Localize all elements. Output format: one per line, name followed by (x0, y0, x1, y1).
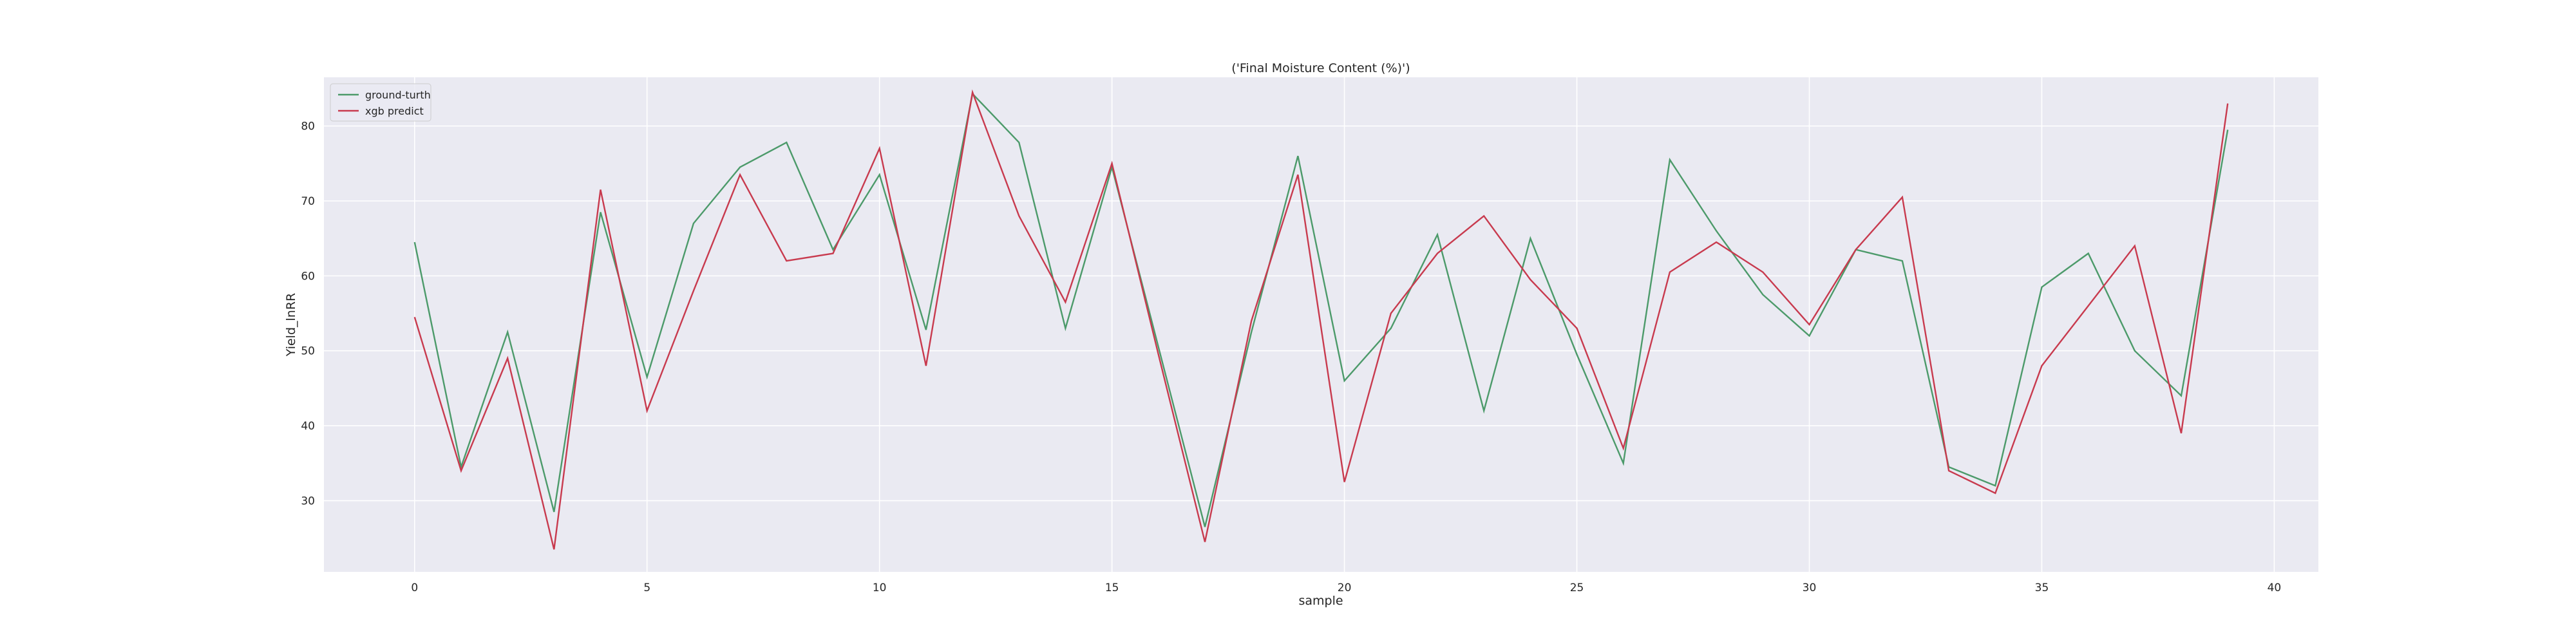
series-lines (413, 89, 2229, 550)
x-tick-label: 40 (2268, 582, 2282, 594)
x-tick-label: 35 (2035, 582, 2049, 594)
x-tick-label: 15 (1105, 582, 1119, 594)
x-tick-label: 0 (411, 582, 418, 594)
y-axis-title: Yield_lnRR (284, 293, 298, 357)
x-axis-title: sample (1298, 594, 1343, 608)
y-tick-label: 80 (301, 120, 315, 133)
legend: ground-turth xgb predict (330, 83, 431, 122)
x-tick-label: 20 (1338, 582, 1352, 594)
y-tick-label: 70 (301, 195, 315, 208)
legend-frame (330, 83, 431, 122)
chart-title: ('Final Moisture Content (%)') (1231, 61, 1410, 75)
x-tick-label: 5 (643, 582, 650, 594)
tick-labels: 0 5 10 15 20 25 30 35 40 30 40 50 60 70 80 (301, 120, 2281, 594)
y-tick-label: 50 (301, 345, 315, 358)
y-tick-label: 30 (301, 495, 315, 507)
series-line-xgb-predict (413, 89, 2229, 550)
x-tick-label: 30 (1803, 582, 1817, 594)
series-line-ground-turth (413, 92, 2229, 527)
y-tick-label: 40 (301, 420, 315, 433)
legend-entry-label: ground-turth (365, 89, 431, 101)
y-tick-label: 60 (301, 270, 315, 283)
legend-entry-label: xgb predict (365, 105, 424, 117)
x-tick-label: 10 (873, 582, 887, 594)
x-tick-label: 25 (1570, 582, 1584, 594)
